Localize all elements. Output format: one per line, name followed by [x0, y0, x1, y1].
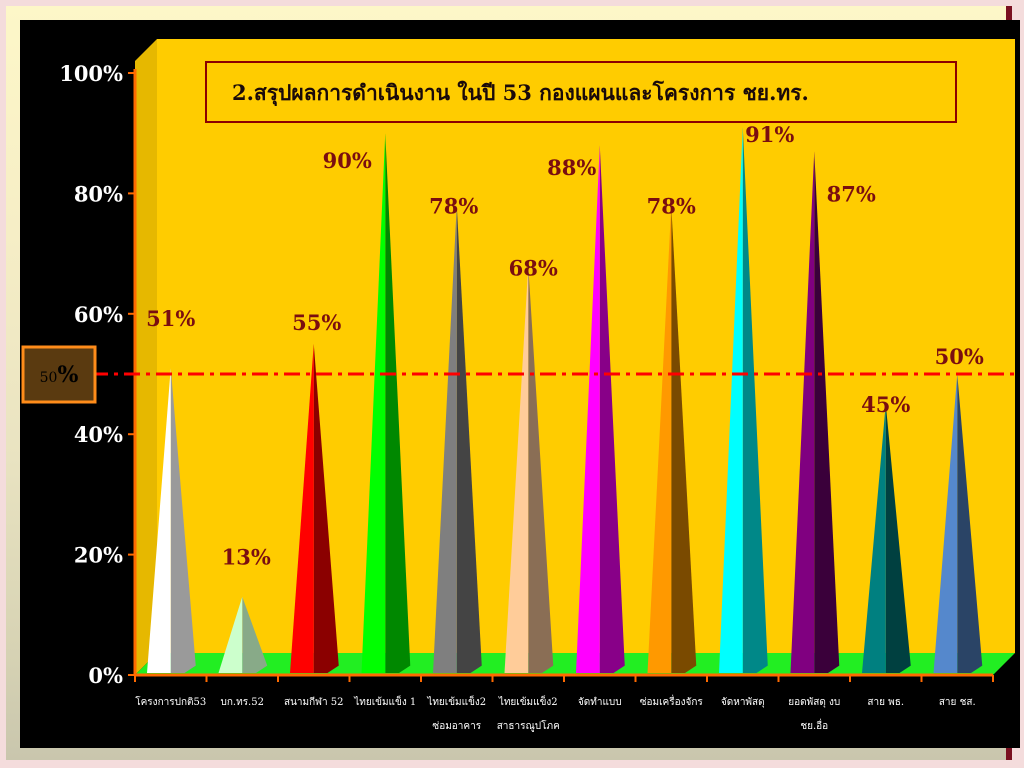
x-category-label: สาย ชส.: [939, 697, 976, 708]
bar-cone: [933, 374, 958, 673]
x-category-label: สาธารณูปโภค: [497, 719, 560, 732]
x-category-label: ยอดพัสดุ งบ: [788, 697, 840, 708]
data-label: 91%: [745, 122, 794, 147]
data-label: 78%: [647, 193, 696, 218]
data-label: 45%: [861, 392, 910, 417]
x-category-label: ไทยเข้มแข็ง2: [426, 694, 486, 708]
data-labels: 51% 13% 55% 90% 78% 68% 88% 78% 91% 87% 45% 50%: [146, 122, 984, 570]
bar-cone-shade: [742, 127, 768, 674]
chart-title-box: 2.สรุปผลการดำเนินงาน ในปี 53 กองแผนและโค…: [205, 61, 957, 123]
bar-cone: [647, 205, 672, 673]
y-tick-label: 40%: [74, 422, 123, 447]
bar-cone-shade: [814, 151, 840, 673]
y-tick-label: 20%: [74, 543, 123, 568]
slide-background: 0% 20% 40% 60% 80% 100% โครงการปกติ53 บก.ทร.52 ส…: [20, 20, 1020, 748]
reference-label-box: [21, 345, 97, 404]
data-label: 50%: [935, 344, 984, 369]
data-label: 90%: [323, 148, 372, 173]
x-category-label: ไทยเข้มแข็ง2: [498, 694, 558, 708]
reference-line-group: 50%: [21, 345, 1020, 404]
x-category-label: บก.ทร.52: [221, 697, 264, 708]
bar-cone-shade: [170, 367, 196, 673]
y-tick-label: 80%: [74, 181, 123, 206]
bar-cone: [862, 404, 886, 673]
x-category-label: จัดหาพัสดุ: [721, 697, 765, 708]
data-label: 88%: [547, 155, 596, 180]
x-category-label: ซ่อมอาคาร: [432, 721, 481, 732]
bar-cone: [290, 343, 314, 673]
x-category-label: สนามกีฬา 52: [284, 696, 344, 708]
plot-side-wall: [135, 39, 157, 675]
data-label: 68%: [509, 256, 558, 281]
bar-cone: [719, 127, 743, 674]
bars: [147, 127, 983, 674]
chart-title-frame: [205, 61, 957, 123]
x-category-label: โครงการปกติ53: [135, 695, 206, 708]
x-category-label: ซ่อมเครื่องจักร: [640, 694, 704, 708]
data-label: 55%: [292, 310, 341, 335]
bar-cone: [433, 205, 457, 673]
data-label: 51%: [146, 306, 195, 331]
y-tick-label: 0%: [88, 663, 123, 688]
cone-chart: 0% 20% 40% 60% 80% 100% โครงการปกติ53 บก.ทร.52 ส…: [21, 39, 1020, 732]
bar-cone-shade: [671, 205, 697, 673]
y-tick-label: 100%: [59, 61, 123, 86]
data-label: 87%: [827, 181, 876, 206]
x-category-label: ไทยเข้มแข็ง 1: [353, 694, 416, 708]
x-category-label: ชย.อื่อ: [800, 718, 828, 732]
data-label: 78%: [429, 193, 478, 218]
bar-cone: [361, 133, 386, 673]
reference-label: 50%: [40, 362, 79, 388]
bar-cone-shade: [528, 265, 554, 673]
bar-cone-shade: [456, 205, 482, 673]
x-category-label: สาย พธ.: [867, 697, 904, 708]
bar-cone-shade: [242, 596, 268, 673]
x-category-label: จัดทำแบบ: [578, 697, 622, 708]
bar-cone: [790, 151, 815, 673]
data-label: 13%: [222, 545, 271, 570]
bar-cone: [218, 596, 243, 673]
chart-title: 2.สรุปผลการดำเนินงาน ในปี 53 กองแผนและโค…: [232, 80, 809, 107]
bar-cone-shade: [385, 133, 411, 673]
bar-cone: [576, 145, 600, 673]
axes: 0% 20% 40% 60% 80% 100% โครงการปกติ53 บก.ทร.52 ส…: [59, 61, 994, 732]
y-tick-label: 60%: [74, 302, 123, 327]
bar-cone-shade: [957, 374, 983, 673]
bar-cone-shade: [599, 145, 625, 673]
bar-cone-shade: [885, 404, 911, 673]
bar-cone: [147, 367, 171, 673]
bar-cone: [504, 265, 529, 673]
bar-cone-shade: [313, 343, 339, 673]
